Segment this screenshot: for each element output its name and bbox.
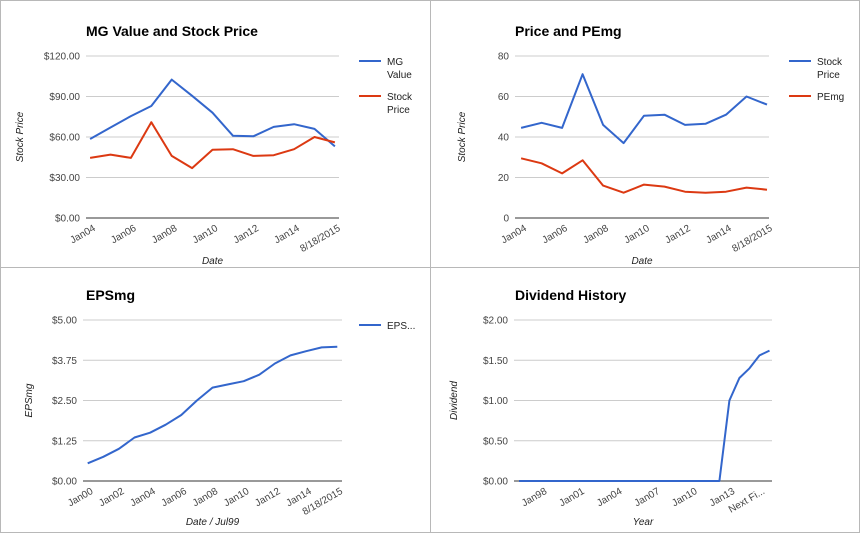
x-tick-label: Jan04 xyxy=(595,486,624,509)
x-tick-label: Jan08 xyxy=(191,486,220,509)
x-tick-label: Jan00 xyxy=(66,486,95,509)
y-tick-label: $120.00 xyxy=(44,52,81,63)
x-tick-label: Jan12 xyxy=(253,486,282,509)
y-tick-label: $0.00 xyxy=(55,214,80,225)
x-tick-label: Jan14 xyxy=(273,223,302,246)
y-tick-label: $3.75 xyxy=(52,356,77,367)
chart-title: MG Value and Stock Price xyxy=(86,23,258,39)
series-line xyxy=(89,78,336,148)
x-axis-label: Date xyxy=(202,256,224,267)
x-tick-label: Jan14 xyxy=(704,223,733,246)
x-tick-label: Jan12 xyxy=(232,223,261,246)
x-tick-label: Jan98 xyxy=(520,486,549,509)
y-tick-label: $1.50 xyxy=(483,356,508,367)
x-tick-label: Jan06 xyxy=(160,486,189,509)
chart-panel-mg-value-stock-price: MG Value and Stock Price $0.00 $30.00 $60.0… xyxy=(0,0,431,268)
x-tick-label: Jan10 xyxy=(222,486,251,509)
series-line xyxy=(89,121,336,170)
y-tick-label: $0.00 xyxy=(52,477,77,488)
legend-label: Price xyxy=(387,105,410,116)
y-tick-label: $5.00 xyxy=(52,316,77,327)
x-tick-label: Jan06 xyxy=(541,223,570,246)
x-axis-label: Year xyxy=(633,517,654,528)
chart-title: EPSmg xyxy=(86,287,135,303)
legend-label: Price xyxy=(817,70,840,81)
chart-title: Dividend History xyxy=(515,287,626,303)
series-line xyxy=(87,345,338,465)
x-tick-label: Jan07 xyxy=(633,486,662,509)
y-tick-label: $1.00 xyxy=(483,396,508,407)
chart-svg: MG Value and Stock Price $0.00 $30.00 $60.0… xyxy=(15,23,413,267)
x-tick-label: Jan02 xyxy=(97,486,126,509)
chart-svg: Price and PEmg 0 20 40 60 80 Jan04 Jan06 Jan08 Ja… xyxy=(457,23,844,267)
x-axis-label: Date / Jul99 xyxy=(186,517,240,528)
series-line xyxy=(520,157,768,194)
legend-label: MG xyxy=(387,57,403,68)
x-tick-label: Jan04 xyxy=(68,223,97,246)
y-axis-label: Stock Price xyxy=(457,111,468,162)
chart-title: Price and PEmg xyxy=(515,23,622,39)
legend-label: Stock xyxy=(817,57,843,68)
y-axis-label: Stock Price xyxy=(15,111,26,162)
y-axis-label: EPSmg xyxy=(24,383,35,417)
x-tick-label: Jan10 xyxy=(191,223,220,246)
y-tick-label: 40 xyxy=(498,133,510,144)
y-tick-label: $0.00 xyxy=(483,477,508,488)
legend-label: Stock xyxy=(387,92,413,103)
chart-panel-epsmg: EPSmg $0.00 $1.25 $2.50 $3.75 $5.00 Jan00 Jan02… xyxy=(0,267,431,533)
y-tick-label: $0.50 xyxy=(483,436,508,447)
series-line xyxy=(520,73,768,145)
chart-svg: Dividend History $0.00 $0.50 $1.00 $1.50 $2.0… xyxy=(449,287,772,528)
x-axis-label: Date xyxy=(631,256,653,267)
x-tick-label: Jan01 xyxy=(558,486,587,509)
y-axis-label: Dividend xyxy=(449,381,460,420)
x-tick-label: Jan04 xyxy=(500,223,529,246)
x-tick-label: Jan08 xyxy=(581,223,610,246)
series-line xyxy=(519,349,770,482)
chart-panel-price-pemg: Price and PEmg 0 20 40 60 80 Jan04 Jan06 Jan08 Ja… xyxy=(430,0,860,268)
x-tick-label: Jan04 xyxy=(128,486,157,509)
y-tick-label: $1.25 xyxy=(52,436,77,447)
x-tick-label: Jan10 xyxy=(670,486,699,509)
x-tick-label: 8/18/2015 xyxy=(298,223,342,255)
y-tick-label: 0 xyxy=(503,214,509,225)
y-tick-label: $60.00 xyxy=(49,133,80,144)
legend-label: PEmg xyxy=(817,92,844,103)
legend-label: Value xyxy=(387,70,412,81)
y-tick-label: $2.00 xyxy=(483,316,508,327)
y-tick-label: 20 xyxy=(498,173,510,184)
x-tick-label: Jan10 xyxy=(622,223,651,246)
x-tick-label: Jan06 xyxy=(109,223,138,246)
y-tick-label: $30.00 xyxy=(49,173,80,184)
x-tick-label: 8/18/2015 xyxy=(730,223,774,255)
x-tick-label: Jan12 xyxy=(663,223,692,246)
chart-panel-dividend-history: Dividend History $0.00 $0.50 $1.00 $1.50 $2.0… xyxy=(430,267,860,533)
y-tick-label: $90.00 xyxy=(49,92,80,103)
legend-label: EPS... xyxy=(387,321,415,332)
y-tick-label: $2.50 xyxy=(52,396,77,407)
y-tick-label: 60 xyxy=(498,92,510,103)
chart-svg: EPSmg $0.00 $1.25 $2.50 $3.75 $5.00 Jan00 Jan02… xyxy=(24,287,415,528)
y-tick-label: 80 xyxy=(498,52,510,63)
x-tick-label: Jan08 xyxy=(150,223,179,246)
